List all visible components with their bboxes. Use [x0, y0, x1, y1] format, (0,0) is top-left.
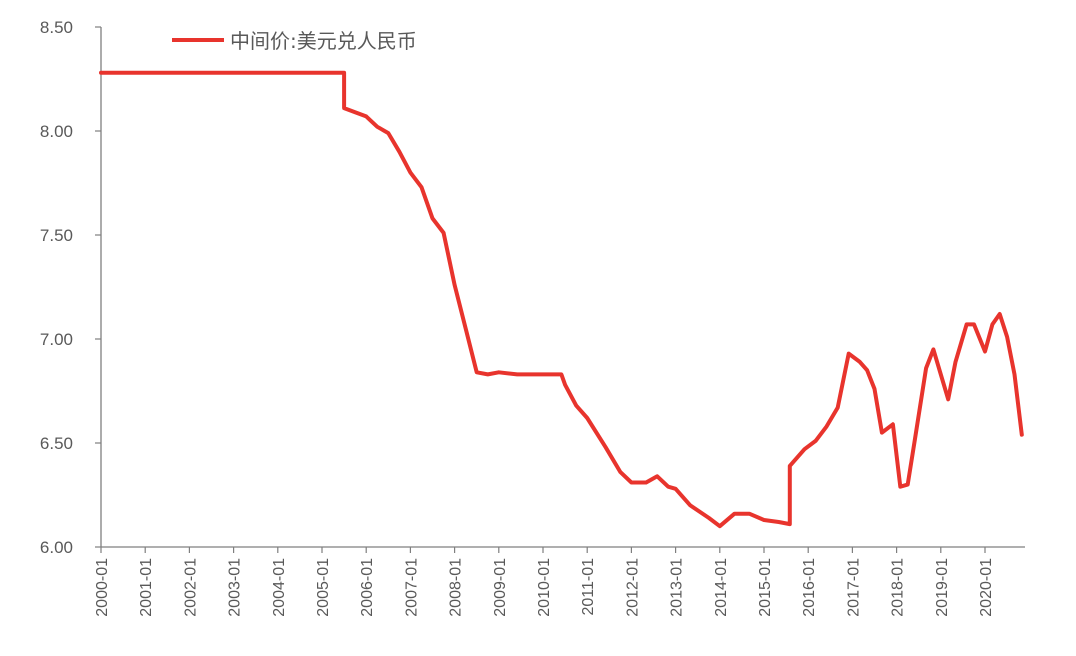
x-tick-label: 2007-01	[403, 558, 420, 617]
x-tick-label: 2000-01	[94, 558, 111, 617]
x-tick-label: 2019-01	[934, 558, 951, 617]
x-tick-label: 2017-01	[845, 558, 862, 617]
legend-label: 中间价:美元兑人民币	[230, 29, 417, 53]
x-tick-label: 2004-01	[271, 558, 288, 617]
x-tick-label: 2018-01	[890, 558, 907, 617]
x-tick-label: 2008-01	[448, 558, 465, 617]
x-tick-label: 2020-01	[978, 558, 995, 617]
x-tick-label: 2013-01	[669, 558, 686, 617]
series-layer	[99, 70, 1024, 529]
x-tick-label: 2002-01	[182, 558, 199, 617]
y-tick-label: 7.50	[40, 226, 73, 245]
y-tick-label: 8.00	[40, 122, 73, 141]
x-tick-label: 2009-01	[492, 558, 509, 617]
x-tick-label: 2015-01	[757, 558, 774, 617]
x-tick-label: 2005-01	[315, 558, 332, 617]
x-tick-label: 2001-01	[138, 558, 155, 617]
x-tick-label: 2006-01	[359, 558, 376, 617]
series-line-usd-cny	[99, 70, 1024, 529]
y-axis: 6.00 6.50 7.00 7.50 8.00 8.50	[40, 18, 102, 557]
legend: 中间价:美元兑人民币	[172, 29, 417, 53]
y-tick-label: 8.50	[40, 18, 73, 37]
x-tick-label: 2010-01	[536, 558, 553, 617]
y-tick-label: 7.00	[40, 330, 73, 349]
x-tick-label: 2012-01	[624, 558, 641, 617]
x-axis: 2000-01 2001-01 2002-01 2003-01 2004-01 2005-…	[94, 546, 1025, 617]
x-tick-label: 2003-01	[227, 558, 244, 617]
x-tick-label: 2016-01	[801, 558, 818, 617]
x-tick-label: 2014-01	[713, 558, 730, 617]
y-tick-label: 6.00	[40, 538, 73, 557]
y-tick-label: 6.50	[40, 434, 73, 453]
x-tick-label: 2011-01	[580, 558, 597, 616]
